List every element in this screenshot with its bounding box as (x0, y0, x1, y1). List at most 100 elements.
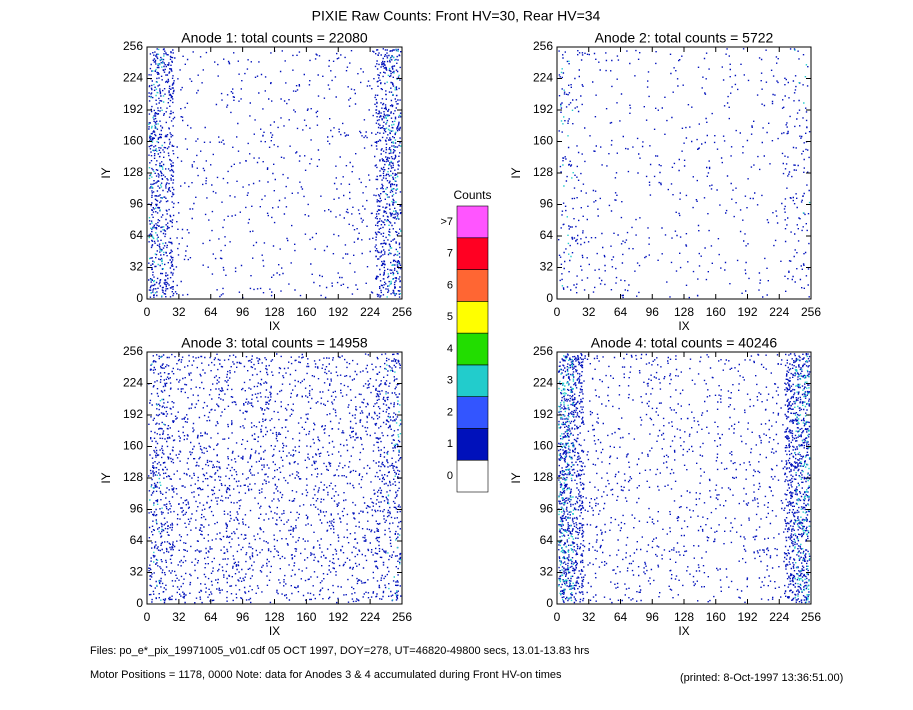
x-tick-label: 0 (554, 305, 561, 319)
x-tick-label: 160 (296, 305, 316, 319)
x-tick-label: 256 (801, 305, 821, 319)
count-texture-high (560, 49, 811, 287)
x-tick-label: 0 (554, 610, 561, 624)
y-tick-label: 224 (123, 71, 143, 85)
x-tick-label: 64 (614, 305, 628, 319)
y-tick-label: 64 (540, 228, 554, 242)
plot-frame (146, 46, 403, 300)
x-tick-label: 128 (264, 610, 284, 624)
y-tick-label: 96 (540, 502, 554, 516)
count-texture (558, 353, 811, 604)
x-tick-label: 224 (360, 610, 380, 624)
colorbar-label: >7 (440, 216, 453, 228)
y-tick-label: 192 (533, 407, 553, 421)
panel-title: Anode 4: total counts = 40246 (591, 335, 778, 351)
y-axis-label: IY (99, 167, 113, 178)
colorbar-cell (456, 332, 489, 366)
y-tick-label: 160 (123, 134, 143, 148)
colorbar-label: 6 (447, 279, 453, 291)
x-tick-label: 192 (328, 305, 348, 319)
count-texture (558, 48, 811, 299)
panel-title: Anode 3: total counts = 14958 (181, 335, 368, 351)
y-tick-label: 256 (123, 344, 143, 358)
colorbar-label: 1 (447, 438, 453, 450)
x-tick-label: 192 (737, 305, 757, 319)
x-tick-label: 96 (236, 610, 250, 624)
y-tick-label: 32 (130, 565, 144, 579)
y-tick-label: 192 (533, 102, 553, 116)
y-tick-label: 0 (546, 596, 553, 610)
plot-frame (146, 351, 403, 605)
x-tick-label: 224 (769, 610, 789, 624)
x-tick-label: 224 (360, 305, 380, 319)
y-tick-label: 256 (123, 39, 143, 53)
colorbar-label: 3 (447, 375, 453, 387)
y-tick-label: 0 (136, 596, 143, 610)
count-texture-high (148, 48, 402, 298)
x-tick-label: 96 (646, 305, 660, 319)
y-tick-label: 192 (123, 407, 143, 421)
x-tick-label: 160 (706, 610, 726, 624)
y-tick-label: 160 (533, 134, 553, 148)
y-tick-label: 224 (533, 71, 553, 85)
panel-title: Anode 2: total counts = 5722 (595, 30, 774, 46)
x-tick-label: 32 (172, 305, 186, 319)
y-tick-label: 128 (533, 165, 553, 179)
x-tick-label: 96 (236, 305, 250, 319)
y-tick-label: 128 (123, 165, 143, 179)
y-tick-label: 0 (136, 291, 143, 305)
colorbar-cell (456, 205, 489, 239)
y-axis-label: IY (99, 472, 113, 483)
x-tick-label: 128 (674, 305, 694, 319)
panel-title: Anode 1: total counts = 22080 (181, 30, 368, 46)
y-tick-label: 224 (123, 376, 143, 390)
y-tick-label: 32 (540, 565, 554, 579)
x-axis-label: IX (269, 624, 280, 638)
x-tick-label: 192 (737, 610, 757, 624)
y-axis-label: IY (509, 167, 523, 178)
x-tick-label: 0 (144, 305, 151, 319)
count-texture (148, 353, 402, 604)
x-tick-label: 32 (172, 610, 186, 624)
y-tick-label: 256 (533, 39, 553, 53)
x-tick-label: 256 (392, 610, 412, 624)
y-tick-label: 96 (130, 197, 144, 211)
y-tick-label: 96 (130, 502, 144, 516)
x-tick-label: 64 (204, 610, 218, 624)
colorbar-cell (456, 459, 489, 493)
figure-title: PIXIE Raw Counts: Front HV=30, Rear HV=3… (312, 8, 601, 24)
x-tick-label: 192 (328, 610, 348, 624)
x-tick-label: 96 (646, 610, 660, 624)
y-axis-label: IY (509, 472, 523, 483)
count-texture (148, 48, 402, 299)
x-axis-label: IX (678, 624, 689, 638)
y-tick-label: 256 (533, 344, 553, 358)
y-tick-label: 224 (533, 376, 553, 390)
y-tick-label: 128 (533, 470, 553, 484)
colorbar-cell (456, 428, 489, 461)
x-tick-label: 256 (801, 610, 821, 624)
y-tick-label: 64 (130, 228, 144, 242)
colorbar-label: 4 (447, 343, 453, 355)
colorbar-label: 0 (447, 470, 453, 482)
colorbar-title: Counts (453, 188, 491, 202)
colorbar-cell (456, 269, 489, 302)
y-tick-label: 128 (123, 470, 143, 484)
y-tick-label: 32 (130, 260, 144, 274)
x-axis-label: IX (269, 319, 280, 333)
y-tick-label: 192 (123, 102, 143, 116)
footer-files: Files: po_e*_pix_19971005_v01.cdf 05 OCT… (90, 645, 590, 657)
footer-motor: Motor Positions = 1178, 0000 Note: data … (90, 669, 562, 681)
y-tick-label: 64 (130, 533, 144, 547)
y-tick-label: 32 (540, 260, 554, 274)
colorbar-label: 7 (447, 248, 453, 260)
x-tick-label: 32 (582, 305, 596, 319)
colorbar-cell (456, 364, 489, 397)
y-tick-label: 160 (533, 439, 553, 453)
y-tick-label: 160 (123, 439, 143, 453)
x-axis-label: IX (678, 319, 689, 333)
x-tick-label: 64 (614, 610, 628, 624)
x-tick-label: 256 (392, 305, 412, 319)
plot-frame (556, 46, 812, 300)
